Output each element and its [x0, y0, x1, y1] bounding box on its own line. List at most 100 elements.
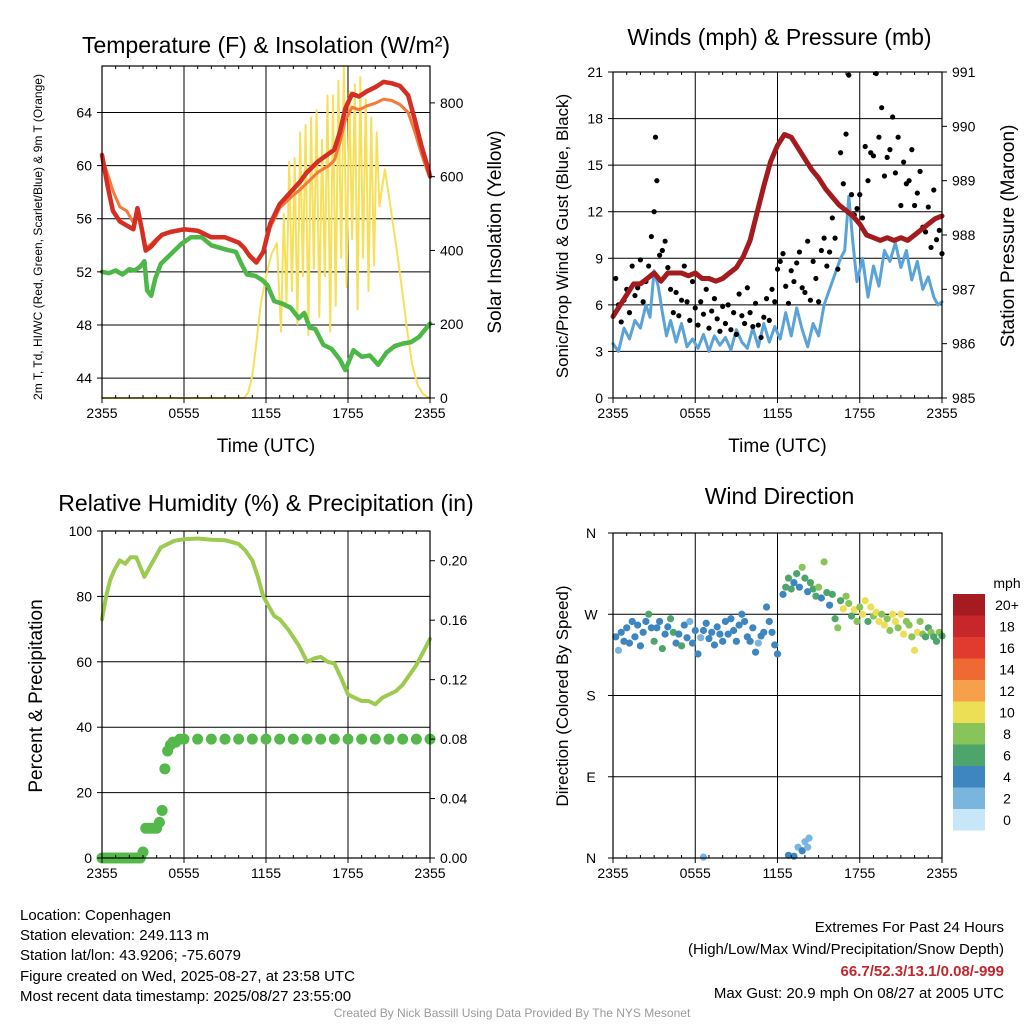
- winds-y2-tick-label: 989: [952, 173, 976, 189]
- humidity-x-tick-label: 2355: [86, 865, 117, 881]
- gust-point: [742, 320, 748, 327]
- humidity-y-tick-label: 0: [84, 850, 92, 866]
- direction-point: [702, 619, 710, 627]
- direction-point: [672, 639, 680, 647]
- direction-point: [669, 628, 677, 636]
- gust-point: [810, 258, 816, 264]
- precip-point: [301, 733, 313, 745]
- gust-point: [862, 143, 868, 150]
- direction-point: [708, 628, 716, 636]
- direction-point: [891, 617, 899, 626]
- humidity-y-tick-label: 80: [76, 588, 92, 604]
- gust-point: [750, 323, 756, 330]
- direction-point: [905, 621, 913, 629]
- speed-legend-swatch: [953, 637, 985, 659]
- gust-point: [884, 154, 890, 160]
- winds-y2-tick-label: 991: [952, 64, 976, 80]
- winds-y-axis-title: Sonic/Prop Wind & Gust (Blue, Black): [553, 94, 572, 378]
- gust-point: [670, 310, 676, 316]
- gust-point: [720, 303, 726, 310]
- precip-point: [410, 733, 422, 745]
- gust-point: [739, 313, 745, 319]
- humidity-chart-title: Relative Humidity (%) & Precipitation (i…: [58, 490, 473, 516]
- elevation-label: Station elevation: 249.113 m: [20, 927, 210, 945]
- gust-point: [758, 334, 764, 341]
- humidity-line: [100, 536, 432, 707]
- direction-point: [784, 574, 793, 582]
- winds-y-tick-label: 21: [587, 64, 603, 80]
- temperature-y2-axis-title: Solar Insolation (Yellow): [485, 130, 506, 333]
- gust-point: [662, 238, 668, 244]
- winds-chart-title: Winds (mph) & Pressure (mb): [627, 24, 931, 50]
- gust-point: [733, 331, 739, 337]
- direction-point: [812, 592, 820, 600]
- direction-point: [845, 599, 853, 608]
- gust-point: [766, 317, 772, 323]
- gust-point: [802, 289, 808, 296]
- gust-point: [613, 275, 619, 282]
- extremes-values: 66.7/52.3/13.1/0.08/-999: [840, 963, 1004, 980]
- speed-legend-label: 20+: [995, 597, 1019, 613]
- precip-point: [369, 733, 381, 745]
- gust-point: [933, 237, 940, 243]
- gust-point: [657, 252, 663, 258]
- gust-point: [774, 266, 781, 272]
- direction-point: [677, 642, 686, 650]
- winds-y2-tick-label: 985: [952, 390, 976, 406]
- direction-point: [617, 628, 625, 636]
- precip-point: [246, 733, 258, 745]
- gust-point: [648, 233, 654, 240]
- gust-point: [709, 308, 715, 314]
- gust-point: [906, 178, 912, 184]
- direction-point: [815, 583, 823, 591]
- direction-point: [864, 617, 872, 626]
- precip-point: [192, 733, 204, 745]
- speed-legend-swatch: [953, 615, 985, 637]
- direction-x-tick-label: 1155: [762, 865, 792, 881]
- direction-point: [798, 563, 806, 571]
- direction-point: [805, 834, 813, 842]
- gust-point: [879, 105, 885, 111]
- extremes-legend: (High/Low/Max Wind/Precipitation/Snow De…: [688, 941, 1004, 958]
- humidity-y-axis-title: Percent & Precipitation: [26, 599, 47, 792]
- winds-plot-area: [694, 72, 861, 398]
- humidity-y2-tick-label: 0.08: [440, 731, 467, 747]
- gust-point: [698, 299, 704, 305]
- direction-point: [782, 583, 790, 591]
- precip-point: [342, 733, 354, 745]
- gust-point: [763, 296, 770, 302]
- speed-legend-label: 0: [1003, 812, 1011, 828]
- direction-point: [834, 624, 842, 632]
- gust-point: [824, 263, 830, 269]
- direction-point: [765, 617, 773, 626]
- direction-point: [719, 637, 727, 645]
- gust-point: [917, 168, 923, 174]
- gust-point: [788, 268, 794, 274]
- gust-point: [922, 229, 929, 235]
- gust-point: [777, 258, 783, 264]
- gust-point: [936, 227, 942, 233]
- temperature-chart-title: Temperature (F) & Insolation (W/m²): [82, 32, 450, 58]
- precip-point: [137, 846, 149, 858]
- gust-point: [816, 299, 822, 305]
- winds-y2-tick-label: 986: [952, 336, 976, 352]
- gust-point: [711, 296, 718, 302]
- gust-point: [684, 299, 690, 305]
- direction-point: [823, 588, 831, 597]
- speed-legend-label: 4: [1003, 769, 1011, 785]
- direction-point: [741, 617, 749, 626]
- humidity-plot-area: [183, 531, 349, 858]
- gust-point: [717, 328, 723, 334]
- humidity-y2-tick-label: 0.04: [440, 791, 467, 807]
- direction-point: [746, 637, 754, 645]
- gust-point: [659, 247, 665, 254]
- gust-point: [635, 285, 641, 291]
- gust-point: [761, 314, 767, 320]
- gust-point: [700, 311, 707, 317]
- winds-y-tick-label: 18: [587, 111, 603, 127]
- gust-point: [895, 134, 901, 140]
- direction-point: [784, 851, 793, 859]
- direction-point: [699, 626, 708, 635]
- direction-point: [798, 847, 806, 855]
- direction-point: [699, 853, 708, 861]
